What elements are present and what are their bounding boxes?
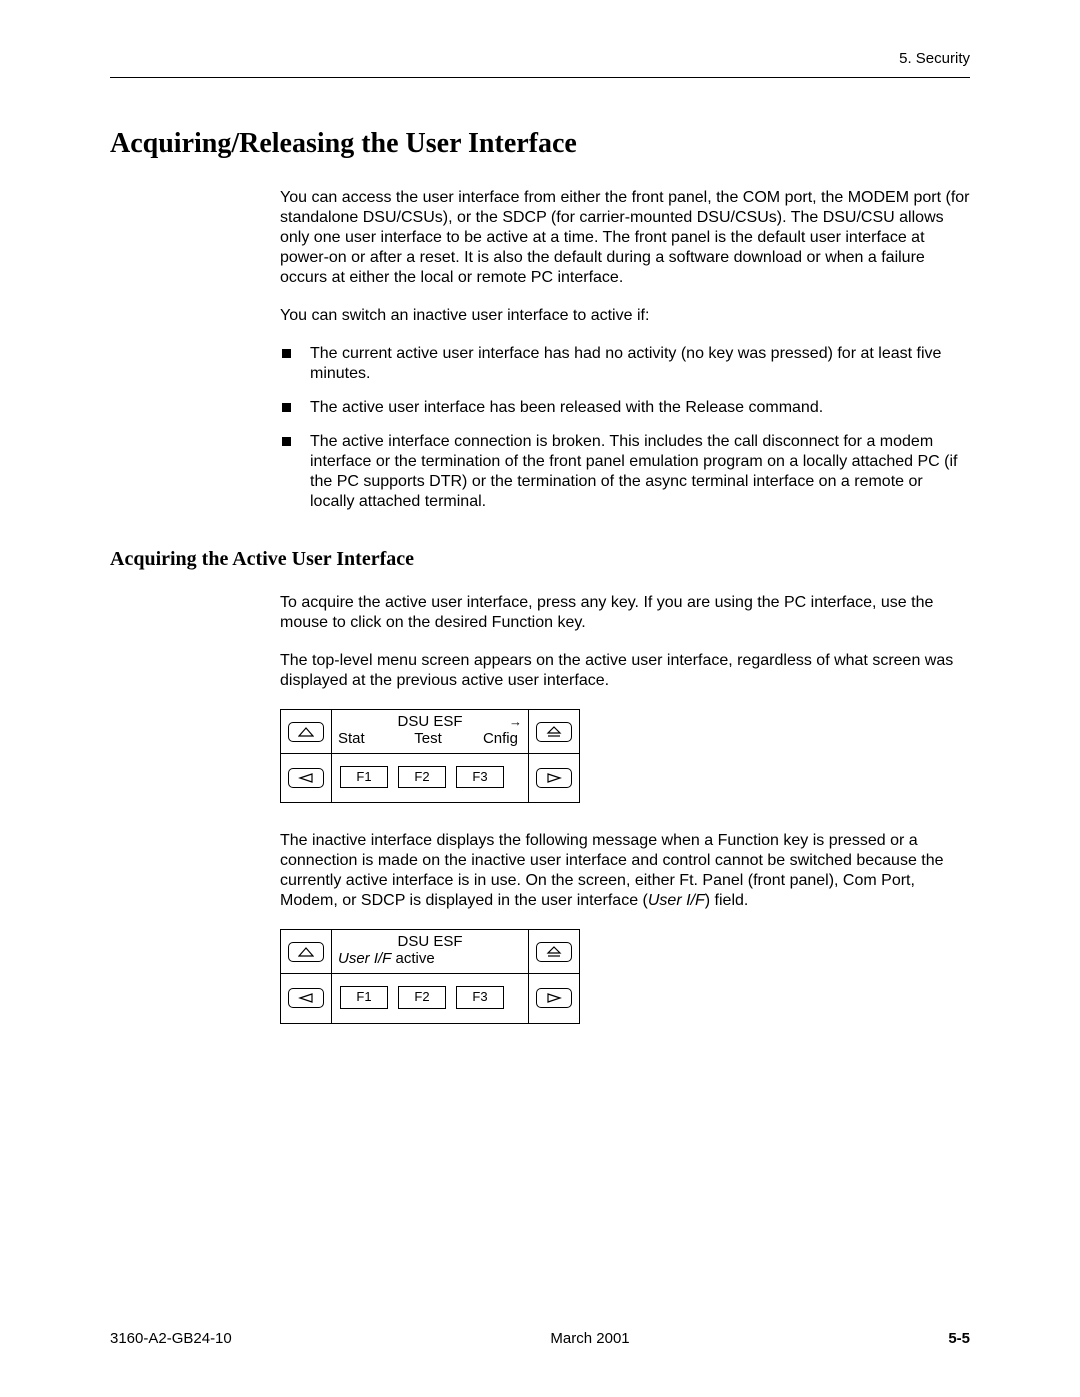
triangle-left-icon [298, 993, 314, 1003]
list-item: The current active user interface has ha… [280, 344, 970, 384]
right-key[interactable] [528, 974, 579, 1022]
right-key[interactable] [528, 754, 579, 802]
active-text: active [391, 950, 434, 967]
page-number: 5-5 [948, 1330, 970, 1347]
left-key[interactable] [281, 754, 332, 802]
panel-title: DSU ESF [338, 714, 522, 731]
left-key[interactable] [281, 974, 332, 1022]
menu-cnfig: Cnfig [458, 731, 522, 748]
conditions-list: The current active user interface has ha… [280, 344, 970, 512]
f2-key[interactable]: F2 [398, 766, 446, 788]
triangle-left-icon [298, 773, 314, 783]
subheading: Acquiring the Active User Interface [110, 548, 970, 571]
between-paragraph: The inactive interface displays the foll… [280, 831, 970, 911]
header-section: 5. Security [899, 50, 970, 67]
user-if-field: User I/F [338, 950, 391, 967]
triangle-up-icon [298, 727, 314, 737]
f2-key[interactable]: F2 [398, 986, 446, 1008]
between-text-c: ) field. [705, 892, 749, 909]
up-key[interactable] [281, 710, 332, 753]
f1-key[interactable]: F1 [340, 766, 388, 788]
list-item: The active user interface has been relea… [280, 398, 970, 418]
eject-key[interactable] [528, 710, 579, 753]
menu-test: Test [398, 731, 458, 748]
page-title: Acquiring/Releasing the User Interface [110, 128, 970, 160]
page-footer: 3160-A2-GB24-10 March 2001 5-5 [110, 1330, 970, 1347]
lcd-panel-menu: → DSU ESF Stat Test Cnfig [280, 709, 580, 803]
sub-paragraph-2: The top-level menu screen appears on the… [280, 651, 970, 691]
intro-paragraph: You can access the user interface from e… [280, 188, 970, 288]
panel-title: DSU ESF [338, 934, 522, 951]
user-if-label: User I/F [648, 892, 705, 909]
up-key[interactable] [281, 930, 332, 973]
page-header: 5. Security [110, 50, 970, 78]
triangle-up-icon [298, 947, 314, 957]
between-text-a: The inactive interface displays the foll… [280, 832, 944, 909]
list-item: The active interface connection is broke… [280, 432, 970, 512]
f1-key[interactable]: F1 [340, 986, 388, 1008]
eject-icon [546, 946, 562, 958]
triangle-right-icon [546, 773, 562, 783]
menu-stat: Stat [338, 731, 398, 748]
doc-date: March 2001 [550, 1330, 629, 1347]
f3-key[interactable]: F3 [456, 986, 504, 1008]
f3-key[interactable]: F3 [456, 766, 504, 788]
sub-paragraph-1: To acquire the active user interface, pr… [280, 593, 970, 633]
switch-intro: You can switch an inactive user interfac… [280, 306, 970, 326]
triangle-right-icon [546, 993, 562, 1003]
eject-key[interactable] [528, 930, 579, 973]
lcd-panel-active: DSU ESF User I/F active [280, 929, 580, 1023]
eject-icon [546, 726, 562, 738]
right-arrow-indicator-icon: → [509, 714, 522, 730]
doc-number: 3160-A2-GB24-10 [110, 1330, 232, 1347]
